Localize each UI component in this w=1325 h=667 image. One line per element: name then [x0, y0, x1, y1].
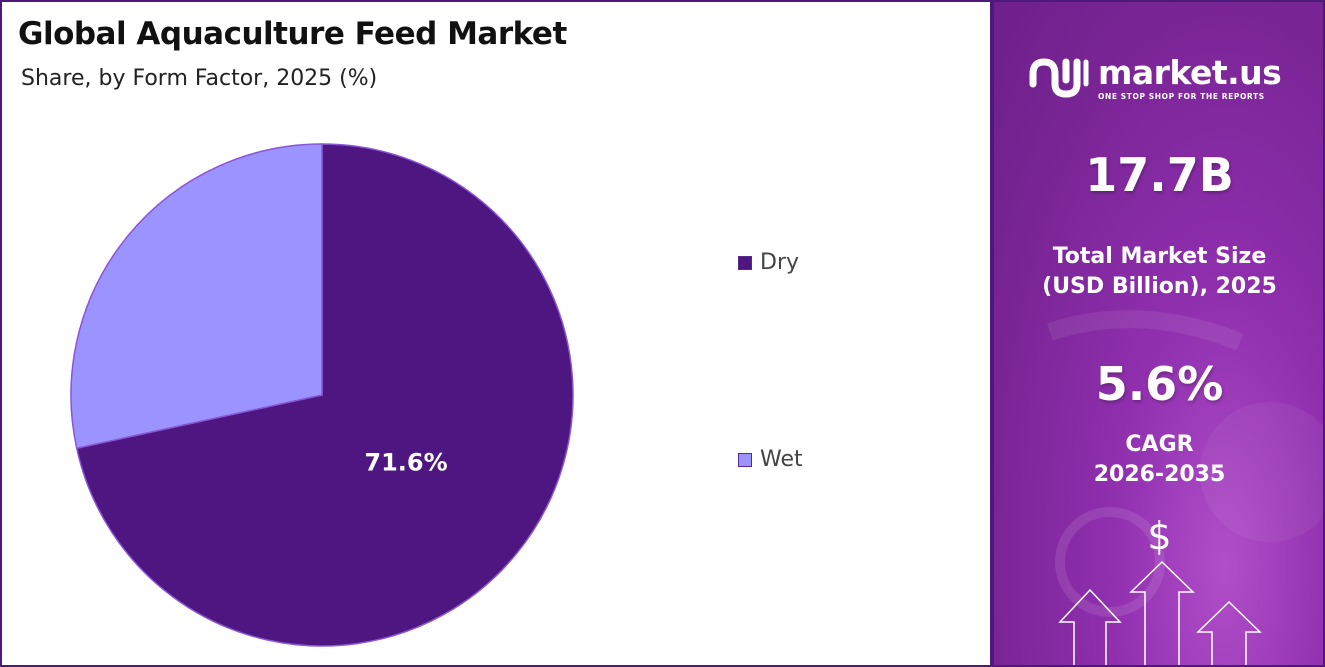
chart-title: Global Aquaculture Feed Market: [18, 16, 567, 52]
legend-swatch-dry: [738, 255, 752, 270]
panel-divider: [990, 2, 994, 665]
brand-name: market.us: [1098, 52, 1282, 92]
legend-item-dry: Dry: [738, 250, 799, 275]
legend-swatch-wet: [738, 452, 752, 467]
brand-logo: market.us ONE STOP SHOP FOR THE REPORTS: [1028, 52, 1282, 102]
data-label-dry: 71.6%: [364, 449, 447, 477]
chart-subtitle: Share, by Form Factor, 2025 (%): [21, 66, 378, 91]
growth-arrows-icon: [1058, 560, 1262, 665]
market-size-label-line1: Total Market Size: [1052, 244, 1267, 269]
market-size-label-line2: (USD Billion), 2025: [1042, 274, 1277, 299]
market-us-logo-icon: [1029, 58, 1089, 98]
pie-slice-dry: [75, 143, 574, 647]
legend-item-wet: Wet: [738, 447, 803, 472]
pie-slice-wet: [70, 143, 323, 450]
market-size-value: 17.7B: [1085, 148, 1234, 202]
cagr-period: 2026-2035: [1093, 462, 1226, 487]
pie-chart: 71.6%: [70, 143, 574, 647]
dollar-icon: $: [1147, 514, 1172, 558]
summary-panel: market.us ONE STOP SHOP FOR THE REPORTS …: [990, 2, 1323, 665]
brand-tagline: ONE STOP SHOP FOR THE REPORTS: [1098, 91, 1265, 101]
chart-area: Global Aquaculture Feed Market Share, by…: [2, 2, 990, 665]
legend-label-wet: Wet: [760, 447, 803, 472]
legend-label-dry: Dry: [760, 250, 800, 275]
cagr-value: 5.6%: [1095, 357, 1224, 411]
cagr-label: CAGR: [1125, 432, 1194, 457]
